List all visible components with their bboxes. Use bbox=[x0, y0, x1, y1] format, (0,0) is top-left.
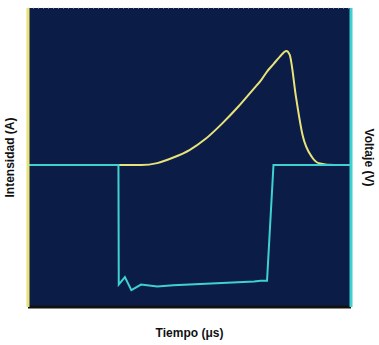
svg-text:Intensidad (A): Intensidad (A) bbox=[3, 117, 17, 197]
svg-text:Tiempo (μs): Tiempo (μs) bbox=[156, 326, 224, 340]
svg-text:Voltaje (V): Voltaje (V) bbox=[362, 129, 376, 187]
